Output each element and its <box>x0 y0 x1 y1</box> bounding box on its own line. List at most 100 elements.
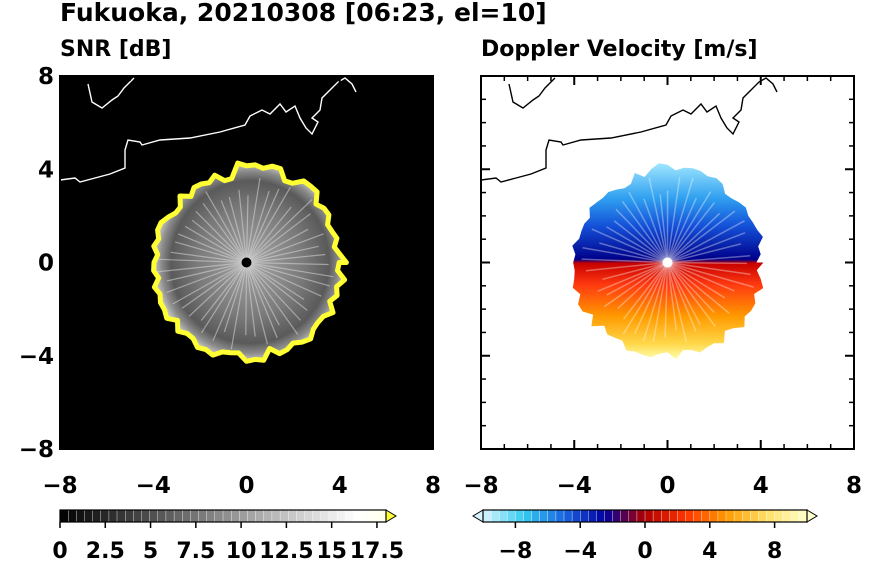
radial-streak <box>245 262 280 326</box>
snr-coastline <box>60 77 357 183</box>
colorbar-bin <box>563 509 573 523</box>
radial-streak <box>585 261 668 272</box>
colorbar-bin <box>499 509 508 523</box>
colorbar-label: 0 <box>637 539 652 564</box>
radial-streak <box>245 262 268 345</box>
radial-streak <box>666 262 687 342</box>
radial-streak <box>667 232 746 264</box>
colorbar-bin <box>206 509 216 523</box>
colorbar-label: 0 <box>52 539 67 564</box>
colorbar-bin <box>279 509 289 523</box>
colorbar-bin <box>482 509 492 523</box>
y-tick-label: 8 <box>38 64 54 90</box>
radial-streak <box>200 262 247 321</box>
doppler-panel <box>480 75 855 450</box>
colorbar-bin <box>353 509 363 523</box>
colorbar-label: 15 <box>316 539 347 564</box>
radial-streak <box>246 253 326 264</box>
colorbar-bin <box>271 509 281 523</box>
radial-streak <box>184 225 247 264</box>
snr-panel-title: SNR [dB] <box>60 37 171 62</box>
radial-streak <box>666 261 715 314</box>
colorbar-bin <box>124 509 134 523</box>
colorbar-bin <box>336 509 346 523</box>
radial-streak <box>246 262 302 321</box>
radial-streak <box>178 233 247 264</box>
colorbar-bin <box>652 509 662 523</box>
colorbar-bin <box>758 509 768 523</box>
radial-streak <box>246 261 322 297</box>
colorbar-bin <box>523 509 533 523</box>
radial-streak <box>230 262 248 350</box>
colorbar-bin <box>620 509 630 523</box>
radial-streak <box>643 198 669 263</box>
radial-streak <box>606 226 668 264</box>
radial-streak <box>246 199 313 263</box>
radial-streak <box>156 261 247 273</box>
colorbar-bin <box>190 509 200 523</box>
radial-streak <box>617 261 669 309</box>
colorbar-bin <box>296 509 306 523</box>
colorbar-bin <box>709 509 719 523</box>
radial-streak <box>664 262 669 338</box>
colorbar-bin <box>596 509 606 523</box>
radial-streak <box>245 195 249 263</box>
radial-streak <box>246 262 308 311</box>
colorbar-bin <box>328 509 338 523</box>
radial-streak <box>246 233 324 264</box>
radial-streak <box>246 245 319 264</box>
y-tick-label: −4 <box>19 344 54 370</box>
radial-streak <box>666 202 715 263</box>
colorbar-bin <box>288 509 298 523</box>
radial-streak <box>667 255 751 264</box>
radial-streak <box>246 261 330 287</box>
doppler-axes-ticks: −8 −4 0 4 8 <box>463 75 862 499</box>
colorbar-bin <box>59 509 69 523</box>
radial-streak <box>666 212 721 264</box>
x-tick-label: −4 <box>136 473 171 499</box>
colorbar-bin <box>685 509 695 523</box>
radial-streak <box>622 262 669 335</box>
snr-axes-ticks: −8 −8 −4 −4 0 0 4 4 8 8 <box>19 64 441 499</box>
snr-panel <box>59 75 434 450</box>
colorbar-bin <box>84 509 94 523</box>
radial-streak <box>245 186 291 263</box>
colorbar-bin <box>67 509 77 523</box>
radial-streak <box>581 258 668 264</box>
colorbar-bin <box>361 509 371 523</box>
colorbar-bin <box>312 509 322 523</box>
colorbar-bin <box>717 509 727 523</box>
colorbar-bin <box>76 509 86 523</box>
doppler-coastline <box>481 77 778 183</box>
colorbar-bin <box>141 509 151 523</box>
colorbar-bin <box>628 509 638 523</box>
radial-streak <box>166 261 247 293</box>
colorbar-bin <box>157 509 167 523</box>
colorbar-bin <box>636 509 646 523</box>
radial-streak <box>582 246 668 264</box>
colorbar-bin <box>100 509 110 523</box>
radial-streak <box>191 219 247 263</box>
colorbar-bin <box>230 509 240 523</box>
doppler-colorbar: −8 −4 0 4 8 <box>472 509 818 564</box>
colorbar-label: 7.5 <box>176 539 215 564</box>
colorbar-bin <box>782 509 792 523</box>
radial-streak <box>666 177 694 263</box>
colorbar-bin <box>798 509 808 523</box>
x-tick-label: 4 <box>332 473 348 499</box>
y-tick-label: 0 <box>38 251 54 277</box>
colorbar-bin <box>377 509 387 523</box>
colorbar-bin <box>604 509 614 523</box>
radial-streak <box>246 261 329 266</box>
radial-streak <box>659 194 669 263</box>
radial-streak <box>223 262 248 333</box>
colorbar-bin <box>766 509 776 523</box>
radial-streak <box>666 262 701 326</box>
radial-streak <box>205 191 248 263</box>
radial-streak <box>667 261 754 288</box>
radial-streak <box>212 262 248 341</box>
colorbar-bin <box>345 509 355 523</box>
radial-streak <box>174 241 247 264</box>
radial-streak <box>597 261 668 292</box>
